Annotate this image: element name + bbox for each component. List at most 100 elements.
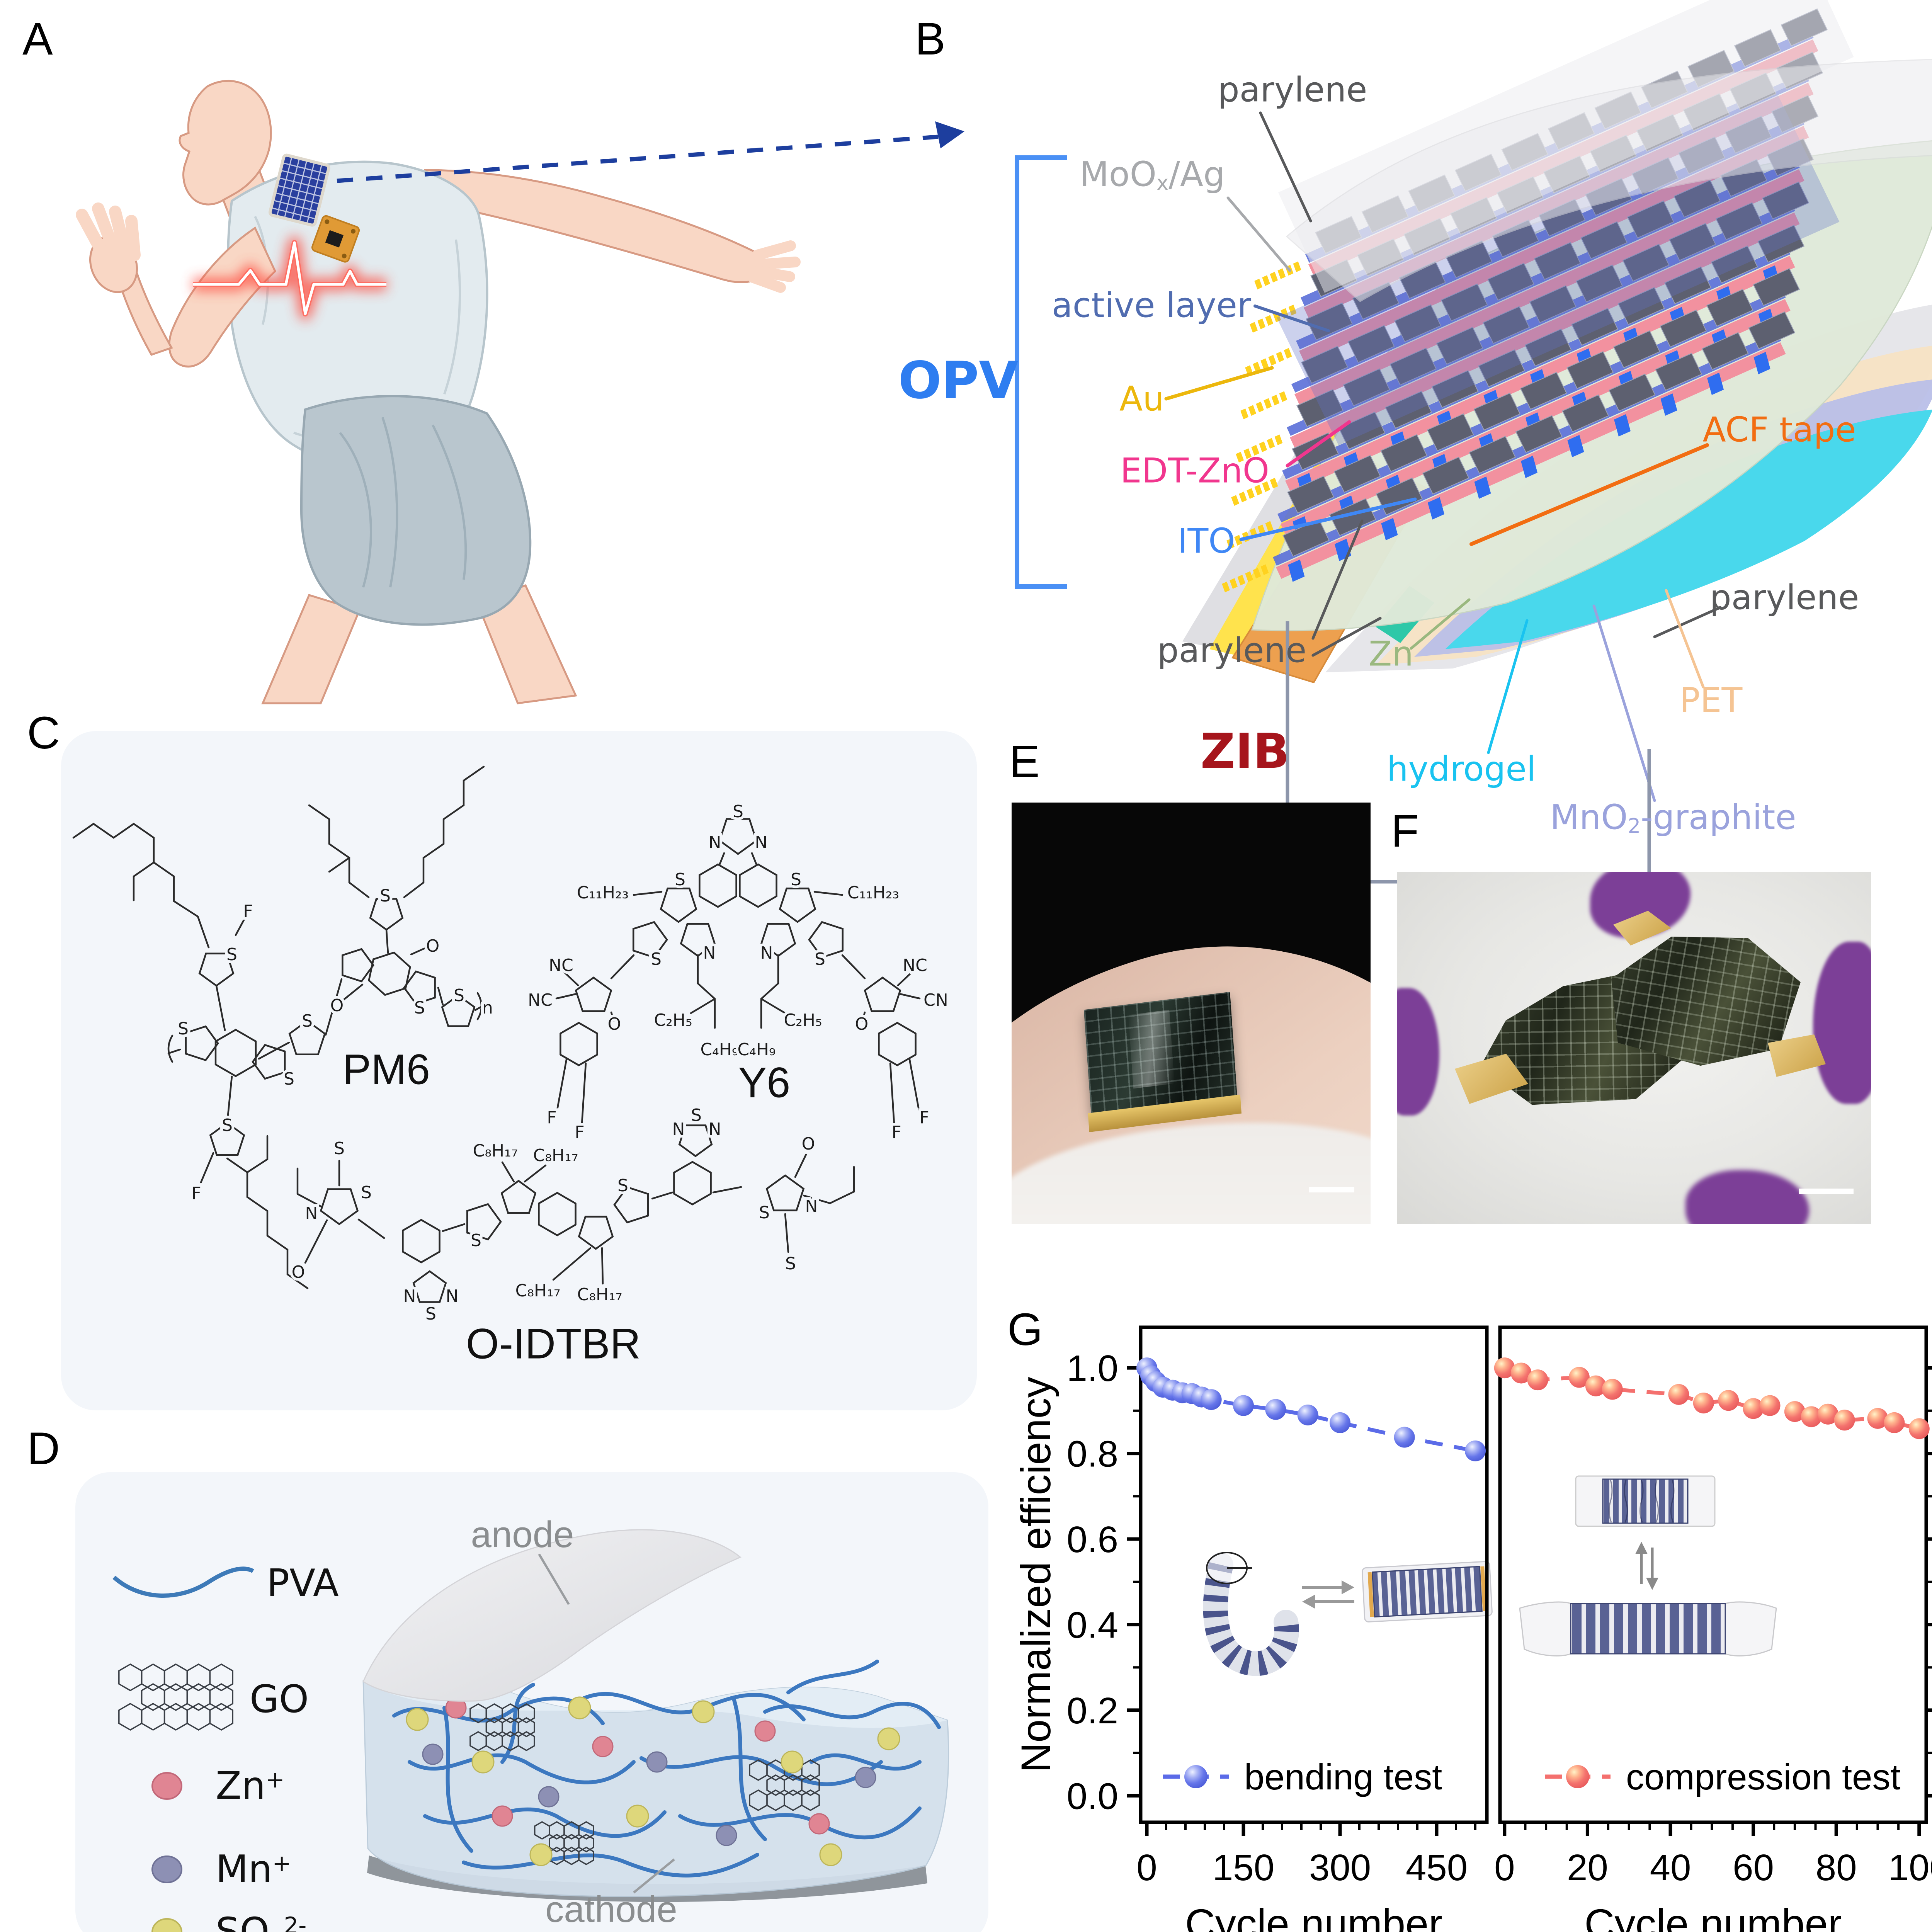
- opv-plane-shape: [1422, 456, 1469, 495]
- atom-label: S: [785, 1254, 796, 1274]
- opv-plane-shape: [1240, 408, 1248, 419]
- molecule-ring: [288, 1020, 326, 1056]
- opv-plane-shape: [1259, 441, 1267, 452]
- bent-device-stripes: [1203, 1562, 1299, 1676]
- opv-plane-shape: [1436, 327, 1483, 365]
- atom-label: NC: [528, 990, 553, 1010]
- atom-label: C₁₁H₂₃: [577, 883, 629, 903]
- opv-plane-shape: [1483, 306, 1530, 344]
- opv-plane-shape: [1617, 287, 1665, 325]
- panel-c-box: [61, 731, 977, 1410]
- molecule-chain: [712, 1186, 742, 1194]
- go-icon: [118, 1663, 233, 1731]
- opv-plane-shape: [1655, 353, 1702, 391]
- opv-plane-shape: [1254, 485, 1263, 496]
- polymer-bracket: [167, 1034, 173, 1063]
- molecule-chain: [751, 852, 758, 866]
- molecule-chain: [784, 1213, 789, 1253]
- molecule-ring: [760, 923, 796, 957]
- atom-label: O: [608, 1014, 621, 1034]
- runner-front-fingers: [76, 202, 141, 261]
- scale-bar: [1309, 1187, 1354, 1192]
- x-tick-label: 300: [1309, 1847, 1371, 1888]
- opv-plane-shape: [1520, 372, 1567, 410]
- opv-plane-shape: [1580, 221, 1628, 259]
- atom-label: N: [703, 943, 716, 963]
- layer-label-ito: ITO: [1177, 521, 1235, 561]
- opv-plane-shape: [1534, 242, 1581, 280]
- anode-pointer: [538, 1553, 570, 1605]
- molecule-name-oidtbr: O-IDTBR: [466, 1320, 641, 1368]
- molecule-ring: [560, 1022, 598, 1066]
- opv-plane-shape: [1394, 304, 1442, 342]
- runner-illustration: [76, 80, 964, 704]
- y-tick-label: 0.4: [1067, 1604, 1118, 1646]
- data-point: [1297, 1404, 1318, 1425]
- atom-label: C₈H₁₇: [577, 1285, 622, 1304]
- opv-plane-shape: [1262, 275, 1270, 286]
- cathode-pointer: [633, 1858, 675, 1894]
- atom-label: C₈H₁₇: [533, 1146, 578, 1165]
- atom-label: N: [709, 1119, 721, 1139]
- atom-label: S: [454, 986, 464, 1005]
- opv-plane-shape: [1622, 243, 1670, 282]
- molecule-ring: [252, 1044, 286, 1080]
- molecule-ring: [699, 863, 737, 908]
- molecule-chain: [610, 1011, 615, 1022]
- atom-label: S: [691, 1105, 702, 1125]
- atom-label: O: [855, 1014, 869, 1034]
- group-label-zib: ZIB: [1200, 724, 1290, 779]
- opv-plane-shape: [1247, 488, 1255, 499]
- molecule-ring: [185, 1025, 219, 1061]
- opv-plane-shape: [1277, 94, 1840, 446]
- layer-label-hydrogel: hydrogel: [1386, 749, 1536, 789]
- sheet-parylene-top: [1286, 59, 1932, 302]
- opv-plane-shape: [1270, 272, 1278, 283]
- opv-bracket: [1015, 155, 1067, 589]
- opv-plane-shape: [1385, 391, 1432, 429]
- layer-label-mno2-graphite: MnO2-graphite: [1550, 797, 1796, 838]
- molecule-ring: [441, 994, 476, 1027]
- x-tick-label: 40: [1650, 1847, 1691, 1888]
- opv-plane-shape: [1239, 492, 1247, 502]
- molecule-chain: [718, 852, 725, 866]
- molecule-chain: [410, 946, 428, 956]
- molecule-chain: [889, 1062, 895, 1125]
- opv-plane-shape: [1243, 448, 1252, 459]
- data-point: [1201, 1389, 1222, 1410]
- opv-plane-shape: [1753, 268, 1800, 306]
- opv-plane-shape: [1711, 245, 1758, 284]
- atom-label: S: [226, 945, 237, 964]
- opv-plane-shape: [1270, 478, 1278, 489]
- opv-plane-shape: [1254, 279, 1262, 289]
- atom-label: S: [302, 1011, 313, 1031]
- flat-device-icon: [1362, 1561, 1493, 1622]
- data-point: [1527, 1369, 1548, 1391]
- opv-plane-shape: [1707, 372, 1724, 395]
- y-tick-label: 1.0: [1067, 1348, 1118, 1389]
- opv-plane-shape: [1329, 498, 1376, 536]
- molecule-chain: [690, 998, 716, 1014]
- atom-label: S: [380, 886, 391, 906]
- legend-label: bending test: [1244, 1757, 1442, 1797]
- atom-label: S: [617, 1176, 628, 1196]
- molecule-chain: [908, 1058, 920, 1111]
- molecule-ring: [739, 863, 777, 908]
- opv-plane-shape: [1290, 213, 1800, 449]
- molecule-ring: [500, 1180, 537, 1214]
- molecule-chain: [633, 891, 663, 896]
- molecule-chain: [552, 1247, 592, 1281]
- data-point: [1330, 1412, 1350, 1433]
- opv-plane-shape: [1248, 405, 1256, 416]
- opv-plane-shape: [1234, 535, 1242, 546]
- pva-icon: [112, 1566, 254, 1598]
- runner-head: [179, 80, 272, 206]
- opv-plane-shape: [1478, 349, 1526, 388]
- molecule-chain: [760, 954, 779, 1029]
- layer-label-parylene-right: parylene: [1709, 577, 1859, 617]
- opv-plane-shape: [1757, 224, 1805, 263]
- opv-plane-shape: [1265, 521, 1274, 532]
- opv-plane-shape: [1294, 169, 1804, 406]
- opv-plane-shape: [1253, 568, 1261, 579]
